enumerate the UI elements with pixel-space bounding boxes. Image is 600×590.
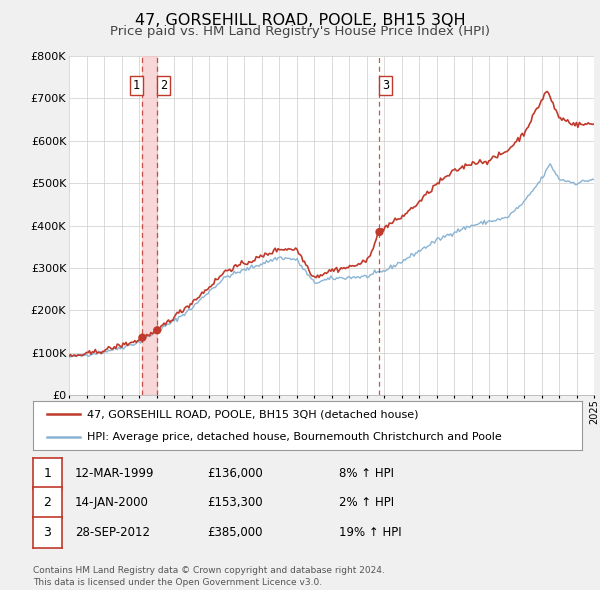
Text: £385,000: £385,000 [207, 526, 263, 539]
Text: 12-MAR-1999: 12-MAR-1999 [75, 467, 155, 480]
Text: 28-SEP-2012: 28-SEP-2012 [75, 526, 150, 539]
Text: 2% ↑ HPI: 2% ↑ HPI [339, 496, 394, 509]
Text: HPI: Average price, detached house, Bournemouth Christchurch and Poole: HPI: Average price, detached house, Bour… [87, 431, 502, 441]
Point [152, 326, 162, 335]
Text: 3: 3 [382, 79, 389, 92]
Text: 8% ↑ HPI: 8% ↑ HPI [339, 467, 394, 480]
Text: 1: 1 [43, 467, 52, 480]
Text: Price paid vs. HM Land Registry's House Price Index (HPI): Price paid vs. HM Land Registry's House … [110, 25, 490, 38]
Text: 14-JAN-2000: 14-JAN-2000 [75, 496, 149, 509]
Text: Contains HM Land Registry data © Crown copyright and database right 2024.
This d: Contains HM Land Registry data © Crown c… [33, 566, 385, 587]
Text: 2: 2 [43, 496, 52, 509]
Text: 1: 1 [133, 79, 140, 92]
Text: 2: 2 [160, 79, 167, 92]
Bar [142, 56, 157, 395]
Text: 47, GORSEHILL ROAD, POOLE, BH15 3QH (detached house): 47, GORSEHILL ROAD, POOLE, BH15 3QH (det… [87, 409, 418, 419]
Point [137, 333, 147, 342]
Text: 19% ↑ HPI: 19% ↑ HPI [339, 526, 401, 539]
Text: 47, GORSEHILL ROAD, POOLE, BH15 3QH: 47, GORSEHILL ROAD, POOLE, BH15 3QH [134, 13, 466, 28]
Text: £153,300: £153,300 [207, 496, 263, 509]
Point [374, 227, 384, 237]
Text: 3: 3 [43, 526, 52, 539]
Text: £136,000: £136,000 [207, 467, 263, 480]
